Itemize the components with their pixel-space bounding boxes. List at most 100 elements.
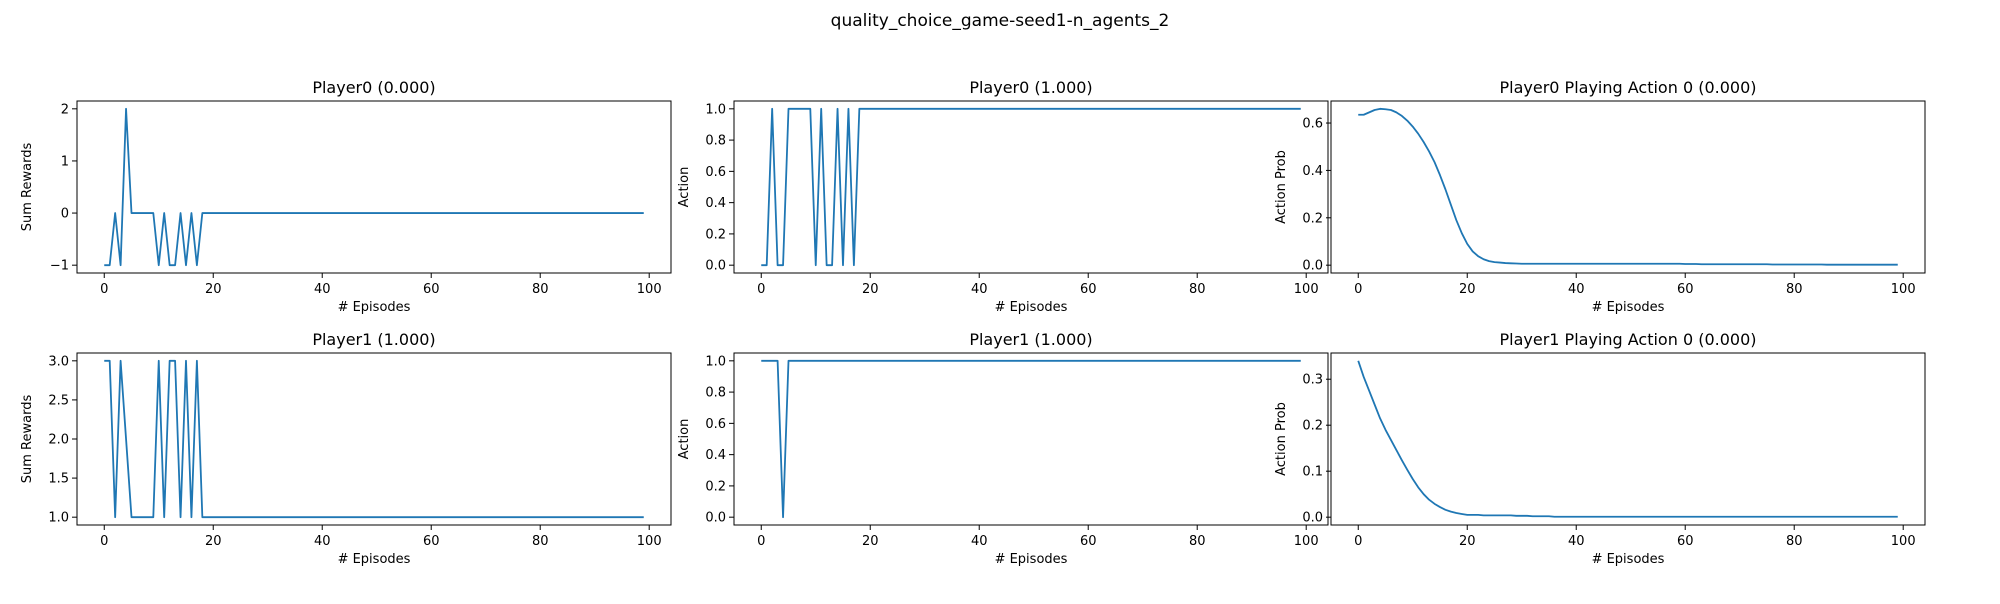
y-tick-label: 2 xyxy=(61,102,69,117)
y-tick-label: 0.4 xyxy=(705,196,726,211)
y-tick-label: 0.4 xyxy=(705,448,726,463)
axes-frame xyxy=(733,100,1329,274)
x-tick-label: 40 xyxy=(971,282,988,297)
y-tick-label: 0.8 xyxy=(705,386,726,401)
y-tick-label: 1.5 xyxy=(48,472,69,487)
y-tick-label: 1 xyxy=(61,154,69,169)
axes-frame xyxy=(1330,100,1926,274)
x-tick-label: 40 xyxy=(314,534,331,549)
axes-frame xyxy=(733,352,1329,526)
x-tick-label: 0 xyxy=(1354,534,1362,549)
subplot-5: 0 20 40 60 80 100 0.0 0.2 0.4 0.6 0.8 1.0 Player1 (1… xyxy=(677,330,1329,567)
subplot-4: 0 20 40 60 80 100 1.0 1.5 2.0 2.5 3.0 Player1 (1.00… xyxy=(20,330,672,567)
x-tick-label: 80 xyxy=(1189,282,1206,297)
y-tick-label: 1.0 xyxy=(705,102,726,117)
y-tick-label: 3.0 xyxy=(48,354,69,369)
y-tick-label: 2.0 xyxy=(48,433,69,448)
subplot-6: 0 20 40 60 80 100 0.0 0.1 0.2 0.3 Player1 Playing … xyxy=(1274,330,1926,567)
x-tick-label: 0 xyxy=(100,282,108,297)
y-tick-label: 0.6 xyxy=(705,417,726,432)
x-tick-label: 60 xyxy=(423,282,440,297)
x-tick-label: 40 xyxy=(971,534,988,549)
y-axis-label: Action xyxy=(677,167,692,208)
y-tick-label: 0.6 xyxy=(705,165,726,180)
x-tick-label: 40 xyxy=(314,282,331,297)
series-line xyxy=(104,359,644,519)
subplot-title: Player0 Playing Action 0 (0.000) xyxy=(1500,78,1757,97)
x-tick-label: 80 xyxy=(1786,534,1803,549)
x-axis-label: # Episodes xyxy=(995,552,1068,567)
x-axis-label: # Episodes xyxy=(338,300,411,315)
x-tick-label: 40 xyxy=(1568,534,1585,549)
x-tick-label: 100 xyxy=(637,282,662,297)
y-tick-label: 0.4 xyxy=(1302,164,1323,179)
series-line xyxy=(761,107,1301,267)
subplot-title: Player0 (0.000) xyxy=(312,78,435,97)
y-tick-label: 0.2 xyxy=(705,227,726,242)
x-tick-label: 100 xyxy=(1891,534,1916,549)
x-tick-label: 100 xyxy=(637,534,662,549)
axes-frame xyxy=(76,100,672,274)
subplot-2: 0 20 40 60 80 100 0.0 0.2 0.4 0.6 0.8 1.0 Player0 (1… xyxy=(677,78,1329,315)
x-tick-label: 20 xyxy=(1459,534,1476,549)
x-tick-label: 80 xyxy=(532,534,549,549)
x-tick-label: 60 xyxy=(1080,282,1097,297)
y-tick-label: 1.0 xyxy=(48,511,69,526)
x-tick-label: 20 xyxy=(862,534,879,549)
series-line xyxy=(104,107,644,267)
subplot-grid: 0 20 40 60 80 100 −1 0 1 2 Player0 (0.000) # Episod… xyxy=(20,78,1926,567)
figure-suptitle: quality_choice_game-seed1-n_agents_2 xyxy=(831,11,1170,31)
x-tick-label: 60 xyxy=(1677,534,1694,549)
x-tick-label: 0 xyxy=(100,534,108,549)
x-axis-label: # Episodes xyxy=(338,552,411,567)
x-tick-label: 0 xyxy=(1354,282,1362,297)
x-tick-label: 0 xyxy=(757,534,765,549)
x-axis-label: # Episodes xyxy=(1592,552,1665,567)
y-tick-label: 0.0 xyxy=(1302,259,1323,274)
y-axis-label: Action xyxy=(677,419,692,460)
subplot-3: 0 20 40 60 80 100 0.0 0.2 0.4 0.6 Player0 Playing … xyxy=(1274,78,1926,315)
x-tick-label: 80 xyxy=(1786,282,1803,297)
subplot-title: Player0 (1.000) xyxy=(969,78,1092,97)
series-line xyxy=(1358,107,1898,266)
y-tick-label: −1 xyxy=(50,259,69,274)
y-tick-label: 1.0 xyxy=(705,354,726,369)
subplot-title: Player1 (1.000) xyxy=(969,330,1092,349)
x-axis-label: # Episodes xyxy=(995,300,1068,315)
subplot-1: 0 20 40 60 80 100 −1 0 1 2 Player0 (0.000) # Episod… xyxy=(20,78,672,315)
y-tick-label: 0.0 xyxy=(705,511,726,526)
x-tick-label: 40 xyxy=(1568,282,1585,297)
x-tick-label: 60 xyxy=(423,534,440,549)
y-tick-label: 0.6 xyxy=(1302,117,1323,132)
x-tick-label: 60 xyxy=(1677,282,1694,297)
y-axis-label: Sum Rewards xyxy=(20,395,35,484)
series-line xyxy=(1357,360,1898,518)
x-tick-label: 20 xyxy=(862,282,879,297)
y-tick-label: 2.5 xyxy=(48,393,69,408)
x-axis-label: # Episodes xyxy=(1592,300,1665,315)
x-tick-label: 20 xyxy=(205,534,222,549)
y-tick-label: 0.2 xyxy=(705,479,726,494)
y-tick-label: 0.2 xyxy=(1302,419,1323,434)
x-tick-label: 100 xyxy=(1891,282,1916,297)
y-tick-label: 0.0 xyxy=(705,259,726,274)
y-tick-label: 0.0 xyxy=(1302,511,1323,526)
y-tick-label: 0 xyxy=(61,207,69,222)
y-tick-label: 0.3 xyxy=(1302,373,1323,388)
x-tick-label: 0 xyxy=(757,282,765,297)
y-axis-label: Sum Rewards xyxy=(20,143,35,232)
subplot-title: Player1 Playing Action 0 (0.000) xyxy=(1500,330,1757,349)
axes-frame xyxy=(1330,352,1926,526)
x-tick-label: 80 xyxy=(532,282,549,297)
x-tick-label: 20 xyxy=(205,282,222,297)
y-axis-label: Action Prob xyxy=(1274,402,1289,476)
y-tick-label: 0.2 xyxy=(1302,211,1323,226)
subplot-title: Player1 (1.000) xyxy=(312,330,435,349)
y-tick-label: 0.1 xyxy=(1302,465,1323,480)
series-line xyxy=(761,359,1301,519)
x-tick-label: 100 xyxy=(1294,534,1319,549)
x-tick-label: 20 xyxy=(1459,282,1476,297)
x-tick-label: 100 xyxy=(1294,282,1319,297)
